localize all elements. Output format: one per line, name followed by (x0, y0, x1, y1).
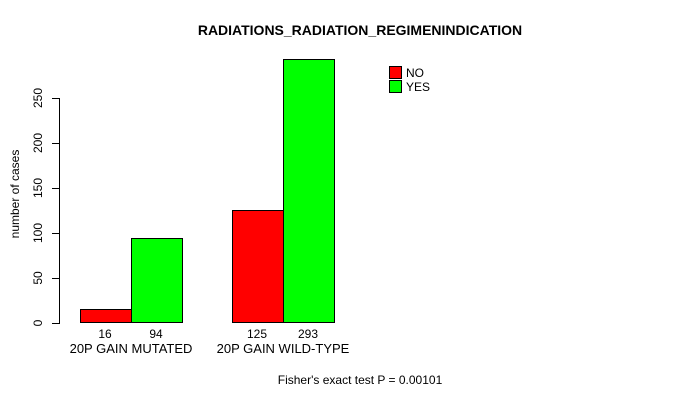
y-axis-tick (52, 323, 59, 324)
bar-no-2 (232, 210, 284, 323)
y-axis-tick (52, 143, 59, 144)
y-axis-tick-label: 0 (31, 319, 45, 327)
legend-item: YES (389, 80, 430, 93)
y-axis-label: number of cases (8, 149, 22, 239)
y-axis-tick-label: 100 (31, 222, 45, 244)
y-axis-tick (52, 98, 59, 99)
category-label: 20P GAIN MUTATED (69, 341, 193, 356)
y-axis-tick-label: 200 (31, 132, 45, 154)
y-axis-tick (52, 233, 59, 234)
y-axis-line (59, 98, 60, 324)
y-axis-tick (52, 188, 59, 189)
annotation-text: Fisher's exact test P = 0.00101 (277, 373, 443, 387)
legend-item: NO (389, 66, 430, 79)
bar-value-label: 94 (149, 327, 163, 341)
legend-label: YES (406, 79, 431, 94)
legend: NO YES (389, 66, 430, 94)
bar-value-label: 293 (297, 327, 319, 341)
bar-yes-2 (283, 59, 335, 323)
y-axis-tick-label: 150 (31, 177, 45, 199)
legend-swatch-no (389, 66, 402, 79)
y-axis-tick (52, 278, 59, 279)
chart-title: RADIATIONS_RADIATION_REGIMENINDICATION (197, 22, 523, 38)
bar-no-1 (80, 309, 132, 323)
y-axis-tick-label: 250 (31, 87, 45, 109)
bar-value-label: 125 (246, 327, 268, 341)
legend-swatch-yes (389, 80, 402, 93)
y-axis-tick-label: 50 (31, 271, 45, 285)
legend-label: NO (406, 65, 424, 80)
bar-value-label: 16 (98, 327, 112, 341)
bar-yes-1 (131, 238, 183, 323)
category-label: 20P GAIN WILD-TYPE (216, 341, 350, 356)
